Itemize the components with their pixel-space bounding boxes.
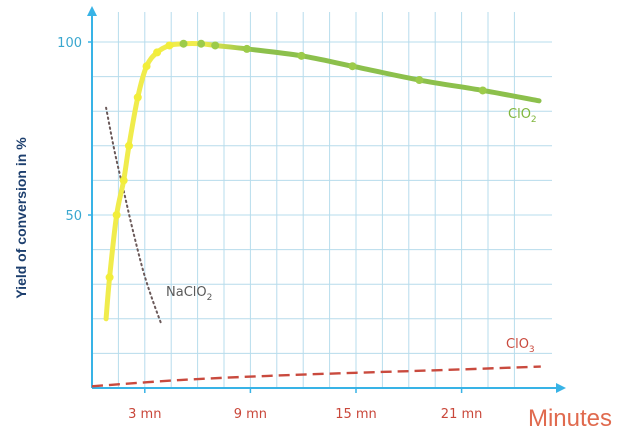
- series-label-clo3: ClO3: [506, 337, 535, 355]
- axes: [87, 6, 566, 393]
- series-clo2-point: [415, 76, 424, 85]
- series-clo2-point: [112, 211, 121, 219]
- x-tick-label: 3 mn: [128, 407, 161, 422]
- series-label-clo2: ClO2: [508, 107, 537, 125]
- series-clo2-point: [105, 273, 114, 282]
- series-clo2-point: [165, 41, 174, 50]
- series-clo2-point: [133, 93, 142, 102]
- series-layer: [91, 39, 542, 388]
- y-axis-arrow: [87, 6, 97, 16]
- series-clo2-point: [179, 39, 188, 48]
- series-label-naclo2-text: NaClO: [166, 285, 207, 300]
- y-tick-label: 50: [65, 209, 82, 224]
- series-label-clo3-subscript: 3: [529, 345, 535, 355]
- series-label-naclo2: NaClO2: [166, 285, 212, 303]
- y-axis-label: Yield of conversion in %: [13, 137, 29, 299]
- series-naclo2-line: [105, 106, 162, 324]
- series-label-clo2-subscript: 2: [531, 115, 537, 125]
- series-clo2-point: [142, 62, 151, 71]
- series-clo2-point: [153, 48, 162, 57]
- x-tick-label: 9 mn: [234, 407, 267, 422]
- series-clo2-point: [124, 141, 133, 150]
- grid: [92, 12, 552, 388]
- series-label-naclo2-subscript: 2: [207, 293, 213, 303]
- series-label-clo3-text: ClO: [506, 337, 529, 352]
- series-clo3-line: [91, 365, 541, 388]
- x-axis-arrow: [556, 383, 566, 393]
- x-tick-labels: 3 mn 9 mn 15 mn 21 mn: [128, 407, 482, 422]
- x-axis-label: Minutes: [528, 405, 612, 431]
- series-clo2-point: [242, 44, 251, 53]
- y-tick-label: 100: [57, 36, 82, 51]
- x-tick-label: 21 mn: [441, 407, 483, 422]
- series-clo2-point: [211, 41, 220, 50]
- series-clo2-point: [197, 39, 206, 48]
- series-clo2-point: [297, 51, 306, 60]
- y-tick-labels: 50 100: [57, 36, 82, 224]
- series-clo2-point: [119, 176, 128, 185]
- series-label-clo2-text: ClO: [508, 107, 531, 122]
- series-clo2-point: [348, 62, 357, 71]
- x-tick-label: 15 mn: [335, 407, 377, 422]
- series-clo2-point: [478, 86, 487, 95]
